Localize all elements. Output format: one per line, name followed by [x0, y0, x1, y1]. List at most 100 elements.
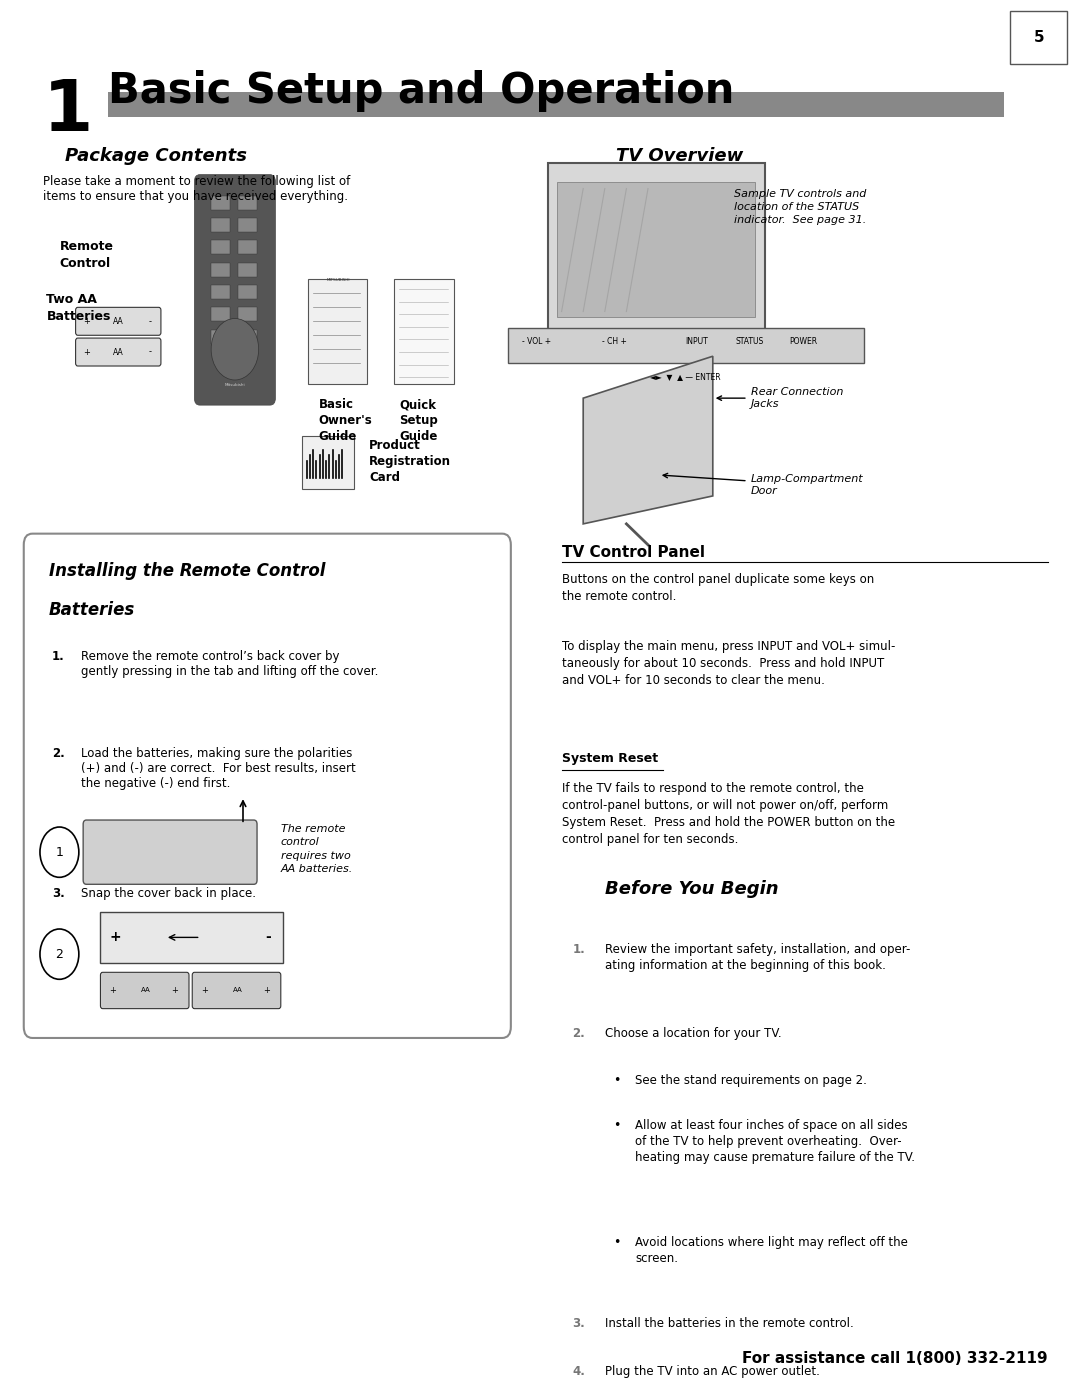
Text: Rear Connection
Jacks: Rear Connection Jacks — [717, 387, 843, 409]
Text: Before You Begin: Before You Begin — [605, 880, 779, 898]
Text: Product
Registration
Card: Product Registration Card — [369, 439, 451, 483]
Text: -: - — [148, 348, 151, 356]
Text: Sample TV controls and
location of the STATUS
indicator.  See page 31.: Sample TV controls and location of the S… — [734, 189, 867, 225]
Text: 1.: 1. — [572, 943, 585, 956]
Text: +: + — [83, 348, 90, 356]
Text: TV Control Panel: TV Control Panel — [562, 545, 704, 560]
Text: Remove the remote control’s back cover by
gently pressing in the tab and lifting: Remove the remote control’s back cover b… — [81, 650, 378, 678]
Text: •: • — [613, 1074, 621, 1087]
Bar — [238, 218, 257, 232]
Text: Package Contents: Package Contents — [65, 147, 247, 165]
Text: To display the main menu, press INPUT and VOL+ simul-
taneously for about 10 sec: To display the main menu, press INPUT an… — [562, 640, 895, 687]
Text: Choose a location for your TV.: Choose a location for your TV. — [605, 1027, 782, 1039]
Bar — [211, 285, 230, 299]
Text: AA: AA — [140, 988, 151, 993]
FancyBboxPatch shape — [194, 175, 275, 405]
Text: Mitsubishi: Mitsubishi — [225, 383, 245, 387]
Text: 5: 5 — [1034, 31, 1044, 45]
FancyBboxPatch shape — [557, 182, 755, 317]
Bar — [238, 240, 257, 254]
Text: If the TV fails to respond to the remote control, the
control-panel buttons, or : If the TV fails to respond to the remote… — [562, 782, 894, 847]
Text: System Reset: System Reset — [562, 752, 658, 764]
Text: +: + — [172, 986, 178, 995]
Polygon shape — [583, 356, 713, 524]
Text: 4.: 4. — [572, 1365, 585, 1377]
FancyBboxPatch shape — [1010, 11, 1067, 64]
Text: 3.: 3. — [52, 887, 65, 900]
Text: Load the batteries, making sure the polarities
(+) and (-) are correct.  For bes: Load the batteries, making sure the pola… — [81, 747, 355, 791]
FancyBboxPatch shape — [100, 972, 189, 1009]
FancyBboxPatch shape — [76, 338, 161, 366]
Text: +: + — [201, 986, 207, 995]
Text: See the stand requirements on page 2.: See the stand requirements on page 2. — [635, 1074, 867, 1087]
Text: Buttons on the control panel duplicate some keys on
the remote control.: Buttons on the control panel duplicate s… — [562, 573, 874, 602]
Bar — [238, 263, 257, 277]
Text: For assistance call 1(800) 332-2119: For assistance call 1(800) 332-2119 — [742, 1351, 1048, 1366]
Bar — [108, 92, 1004, 117]
Text: Review the important safety, installation, and oper-
ating information at the be: Review the important safety, installatio… — [605, 943, 910, 972]
Bar — [211, 218, 230, 232]
Text: AA: AA — [113, 317, 124, 326]
Bar — [211, 307, 230, 321]
Text: +: + — [109, 986, 116, 995]
FancyBboxPatch shape — [76, 307, 161, 335]
Text: Basic Setup and Operation: Basic Setup and Operation — [108, 70, 734, 112]
Text: •: • — [613, 1119, 621, 1132]
Text: Remote
Control: Remote Control — [59, 240, 113, 270]
Text: 1.: 1. — [52, 650, 65, 662]
Bar — [238, 330, 257, 344]
Text: Lamp-Compartment
Door: Lamp-Compartment Door — [663, 474, 863, 496]
Text: The remote
control
requires two
AA batteries.: The remote control requires two AA batte… — [281, 824, 353, 875]
Bar — [238, 196, 257, 210]
Circle shape — [40, 827, 79, 877]
FancyBboxPatch shape — [83, 820, 257, 884]
FancyBboxPatch shape — [100, 912, 283, 963]
Circle shape — [40, 929, 79, 979]
Text: STATUS: STATUS — [735, 337, 764, 346]
Text: Plug the TV into an AC power outlet.: Plug the TV into an AC power outlet. — [605, 1365, 820, 1377]
FancyBboxPatch shape — [394, 279, 454, 384]
Text: Batteries: Batteries — [49, 601, 135, 619]
Text: 2: 2 — [55, 947, 64, 961]
Text: 1: 1 — [43, 77, 94, 145]
Bar — [211, 196, 230, 210]
FancyBboxPatch shape — [308, 279, 367, 384]
Text: TV Overview: TV Overview — [616, 147, 743, 165]
Text: INPUT: INPUT — [685, 337, 707, 346]
Bar — [211, 263, 230, 277]
Text: AA: AA — [232, 988, 243, 993]
Bar — [238, 307, 257, 321]
Text: Avoid locations where light may reflect off the
screen.: Avoid locations where light may reflect … — [635, 1236, 908, 1266]
FancyBboxPatch shape — [192, 972, 281, 1009]
Text: Please take a moment to review the following list of
items to ensure that you ha: Please take a moment to review the follo… — [43, 175, 350, 203]
Text: - VOL +: - VOL + — [522, 337, 551, 346]
Text: Quick
Setup
Guide: Quick Setup Guide — [400, 398, 438, 443]
Text: +: + — [264, 986, 270, 995]
Text: 1: 1 — [55, 845, 64, 859]
Text: -: - — [265, 930, 271, 944]
Text: Snap the cover back in place.: Snap the cover back in place. — [81, 887, 256, 900]
Bar — [211, 330, 230, 344]
Bar — [238, 285, 257, 299]
Text: Two AA
Batteries: Two AA Batteries — [46, 293, 111, 323]
Text: Allow at least four inches of space on all sides
of the TV to help prevent overh: Allow at least four inches of space on a… — [635, 1119, 915, 1164]
Text: - CH +: - CH + — [602, 337, 627, 346]
Bar — [508, 328, 864, 363]
Text: +: + — [110, 930, 121, 944]
Circle shape — [212, 319, 259, 380]
Text: ◄►  ▼  ▲ — ENTER: ◄► ▼ ▲ — ENTER — [650, 372, 721, 380]
Text: POWER: POWER — [789, 337, 818, 346]
Text: 2.: 2. — [572, 1027, 585, 1039]
Text: 2.: 2. — [52, 747, 65, 760]
Text: Install the batteries in the remote control.: Install the batteries in the remote cont… — [605, 1317, 853, 1330]
Text: 3.: 3. — [572, 1317, 585, 1330]
Text: +: + — [83, 317, 90, 326]
Text: Basic
Owner's
Guide: Basic Owner's Guide — [319, 398, 373, 443]
Bar — [211, 240, 230, 254]
Text: AA: AA — [113, 348, 124, 356]
Text: Installing the Remote Control: Installing the Remote Control — [49, 562, 325, 580]
FancyBboxPatch shape — [24, 534, 511, 1038]
Text: MITSUBISHI: MITSUBISHI — [326, 278, 350, 282]
Text: •: • — [613, 1236, 621, 1249]
Text: -: - — [148, 317, 151, 326]
